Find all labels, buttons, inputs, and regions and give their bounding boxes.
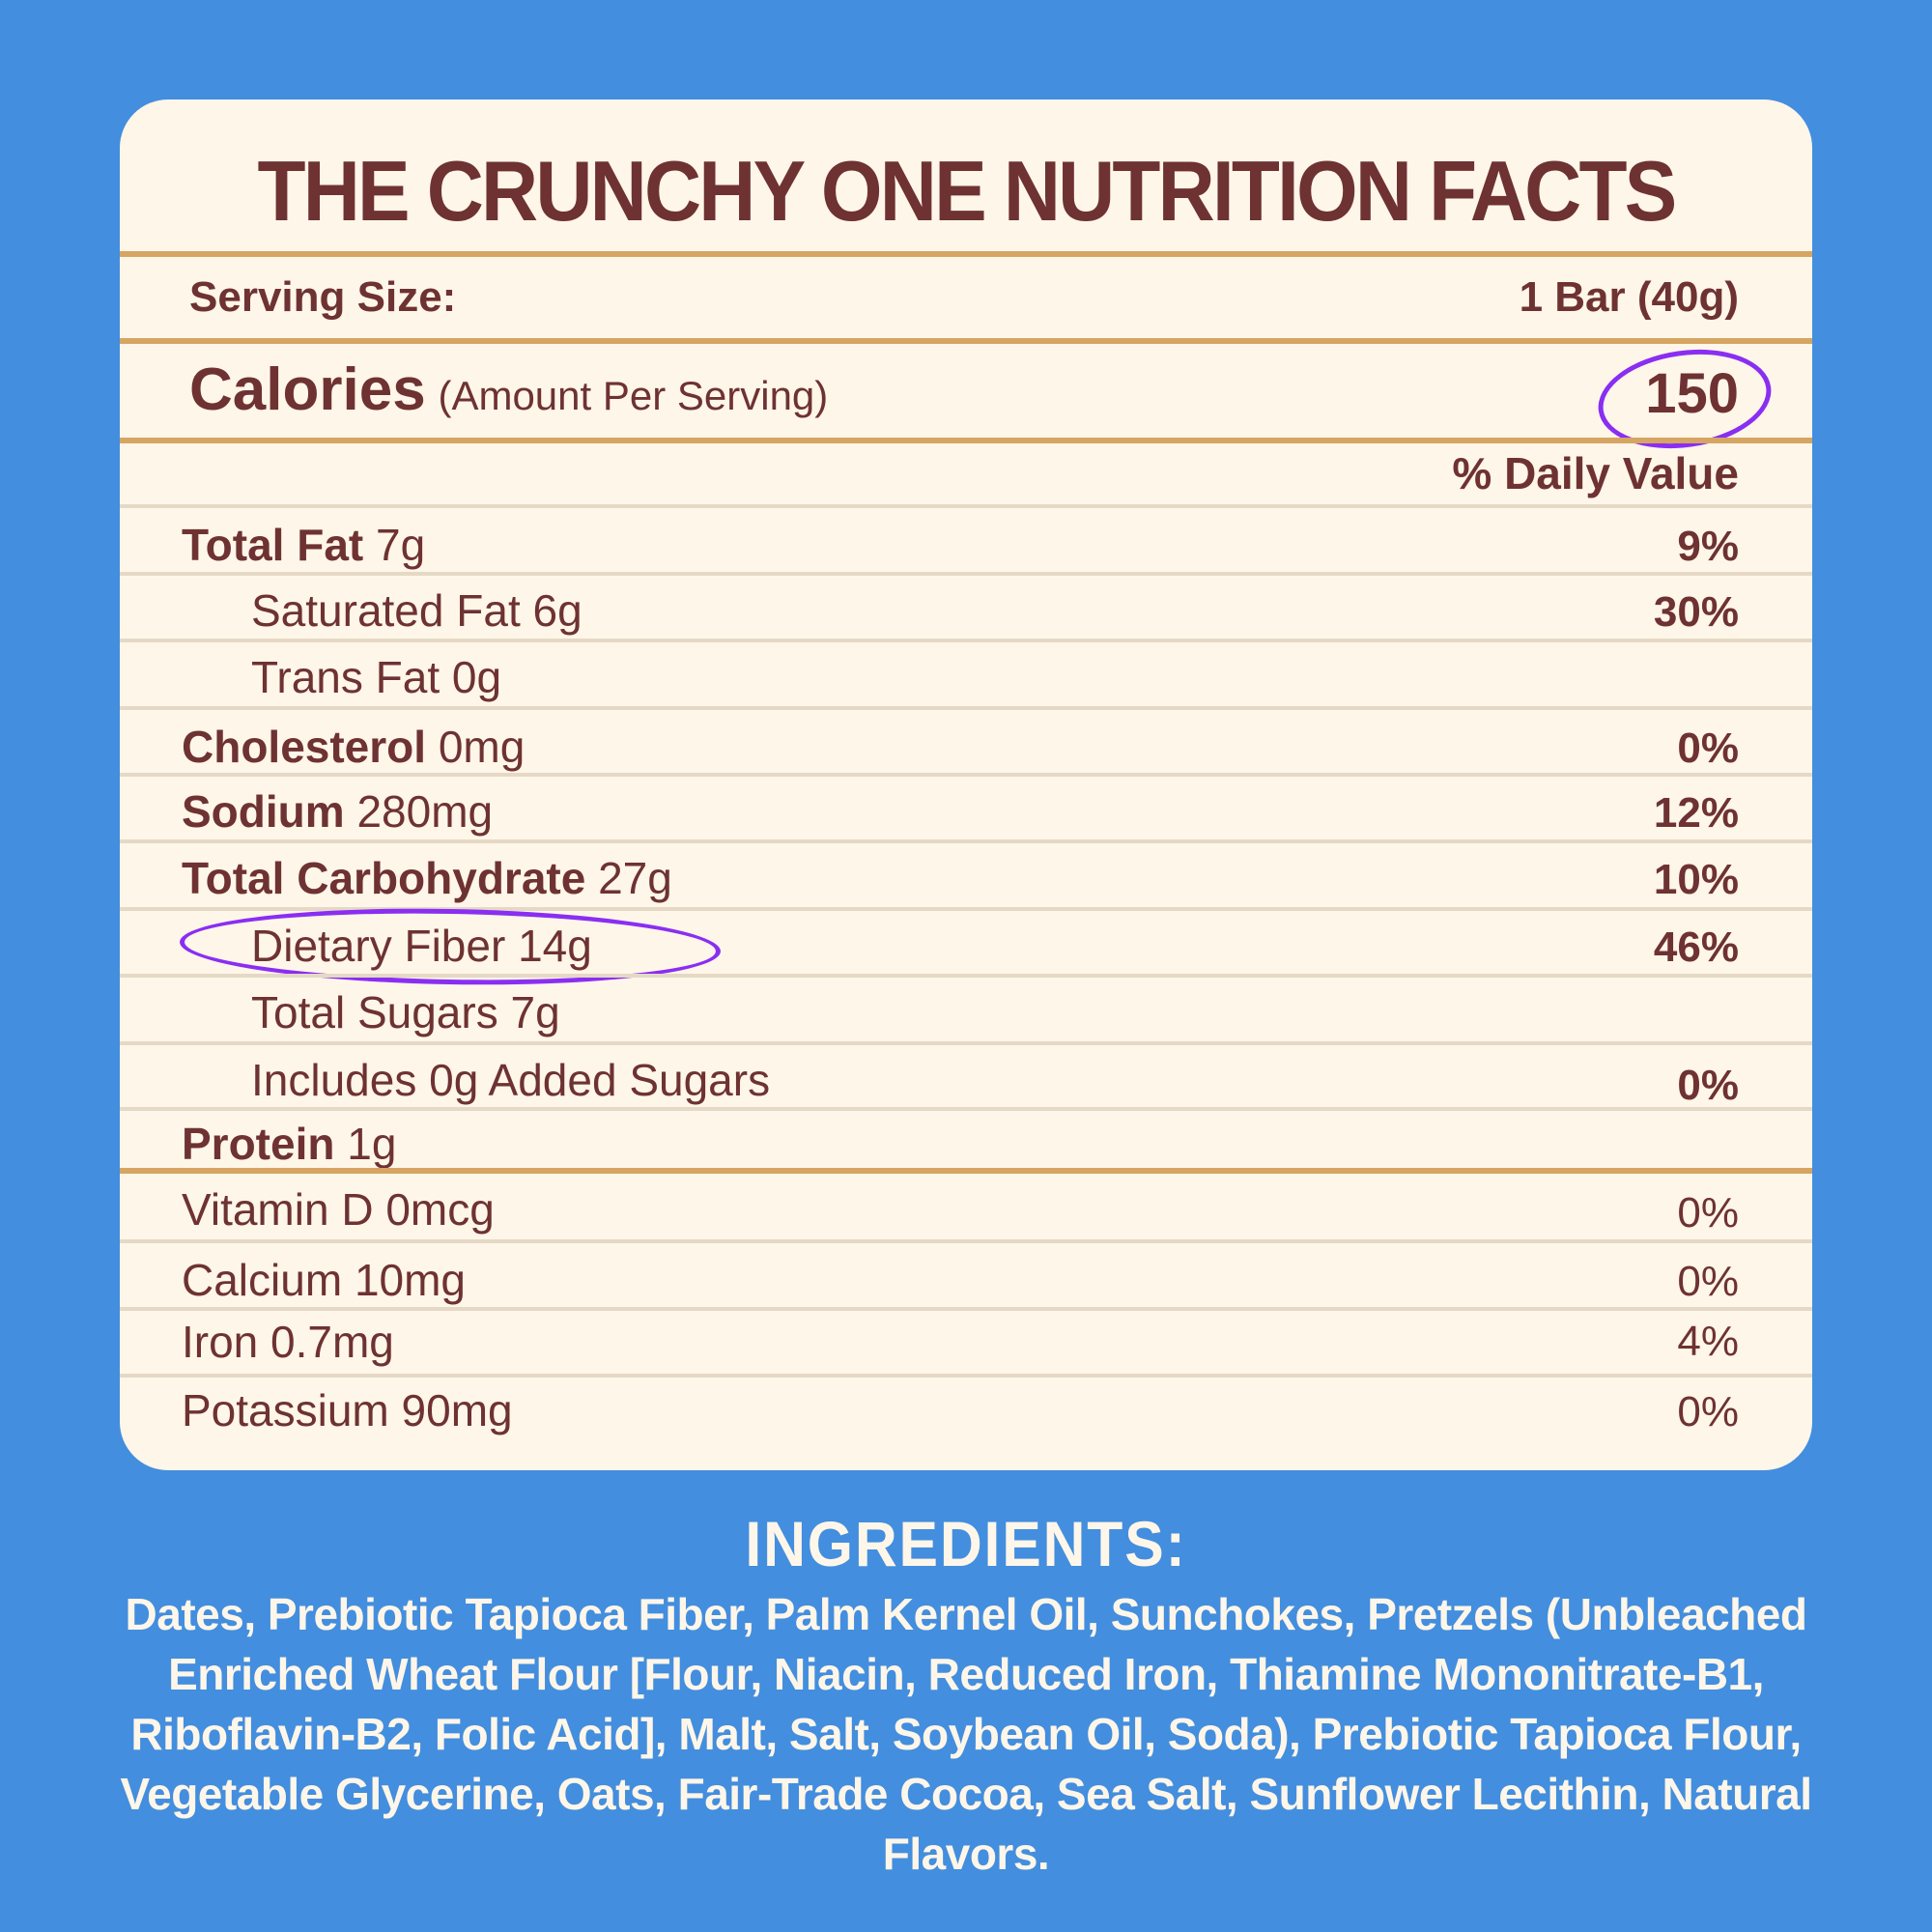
calories-value: 150 <box>1645 362 1739 425</box>
nutrient-name: Protein <box>182 1119 335 1169</box>
divider-thick <box>120 251 1812 257</box>
serving-size-label: Serving Size: <box>189 273 457 321</box>
nutrient-amount: 0mg <box>438 722 526 772</box>
divider-thin <box>120 907 1812 911</box>
vitamin-dv: 0% <box>1677 1189 1739 1236</box>
nutrient-dv: 9% <box>1677 523 1739 570</box>
label-title: THE CRUNCHY ONE NUTRITION FACTS <box>257 143 1677 239</box>
vitamin-dv: 4% <box>1677 1318 1739 1365</box>
nutrient-dv: 30% <box>1653 588 1739 636</box>
divider-thin <box>120 974 1812 978</box>
vitamin-name: Calcium <box>182 1255 343 1305</box>
divider-thin <box>120 1307 1812 1311</box>
nutrient-dv: 10% <box>1653 856 1739 903</box>
divider-thin <box>120 1107 1812 1111</box>
calories-label: Calories <box>189 356 426 423</box>
nutrient-amount: 1g <box>347 1119 397 1169</box>
nutrient-amount: 6g <box>532 585 582 636</box>
divider-thin <box>120 572 1812 576</box>
nutrient-amount: 280mg <box>356 786 494 837</box>
nutrient-amount: 14g <box>518 921 592 971</box>
vitamin-dv: 0% <box>1677 1388 1739 1435</box>
daily-value-header: % Daily Value <box>1452 448 1739 498</box>
vitamin-name: Potassium <box>182 1385 389 1435</box>
divider-thin <box>120 1041 1812 1045</box>
nutrient-name: Saturated Fat <box>251 585 521 636</box>
nutrient-name: Dietary Fiber <box>251 921 506 971</box>
ingredients-title: INGREDIENTS: <box>745 1508 1187 1579</box>
nutrient-dv: 12% <box>1653 789 1739 837</box>
ingredients-text: Dates, Prebiotic Tapioca Fiber, Palm Ker… <box>120 1589 1812 1879</box>
vitamin-amount: 90mg <box>401 1385 513 1435</box>
divider-thin <box>120 1239 1812 1243</box>
divider-thin <box>120 504 1812 508</box>
nutrition-facts-panel: THE CRUNCHY ONE NUTRITION FACTS Serving … <box>120 99 1812 1470</box>
nutrient-name: Trans Fat <box>251 652 440 702</box>
nutrient-dv: 0% <box>1677 724 1739 772</box>
nutrient-name: Includes 0g Added Sugars <box>251 1055 771 1105</box>
divider-thin <box>120 839 1812 843</box>
divider-thick <box>120 438 1812 443</box>
vitamin-amount: 0mcg <box>385 1184 495 1235</box>
calories-sublabel: (Amount Per Serving) <box>438 373 829 418</box>
divider-thin <box>120 773 1812 777</box>
divider-thin <box>120 706 1812 710</box>
nutrient-amount: 27g <box>598 853 672 903</box>
nutrient-name: Total Sugars <box>251 987 498 1037</box>
vitamin-amount: 10mg <box>354 1255 467 1305</box>
nutrient-name: Sodium <box>182 786 345 837</box>
nutrient-name: Total Fat <box>182 520 364 570</box>
divider-thin <box>120 639 1812 642</box>
serving-size-value: 1 Bar (40g) <box>1519 273 1739 321</box>
calories-label-group: Calories (Amount Per Serving) <box>189 355 828 424</box>
nutrient-dv: 0% <box>1677 1062 1739 1109</box>
nutrient-amount: 7g <box>376 520 426 570</box>
divider-thick <box>120 1168 1812 1174</box>
nutrient-name: Cholesterol <box>182 722 427 772</box>
nutrient-amount: 0g <box>451 652 502 702</box>
vitamin-name: Vitamin D <box>182 1184 374 1235</box>
divider-thick <box>120 338 1812 344</box>
vitamin-dv: 0% <box>1677 1258 1739 1305</box>
nutrient-dv: 46% <box>1653 923 1739 971</box>
vitamin-amount: 0.7mg <box>270 1317 394 1367</box>
vitamin-name: Iron <box>182 1317 259 1367</box>
nutrient-name: Total Carbohydrate <box>182 853 586 903</box>
nutrient-amount: 7g <box>510 987 560 1037</box>
divider-thin <box>120 1374 1812 1378</box>
